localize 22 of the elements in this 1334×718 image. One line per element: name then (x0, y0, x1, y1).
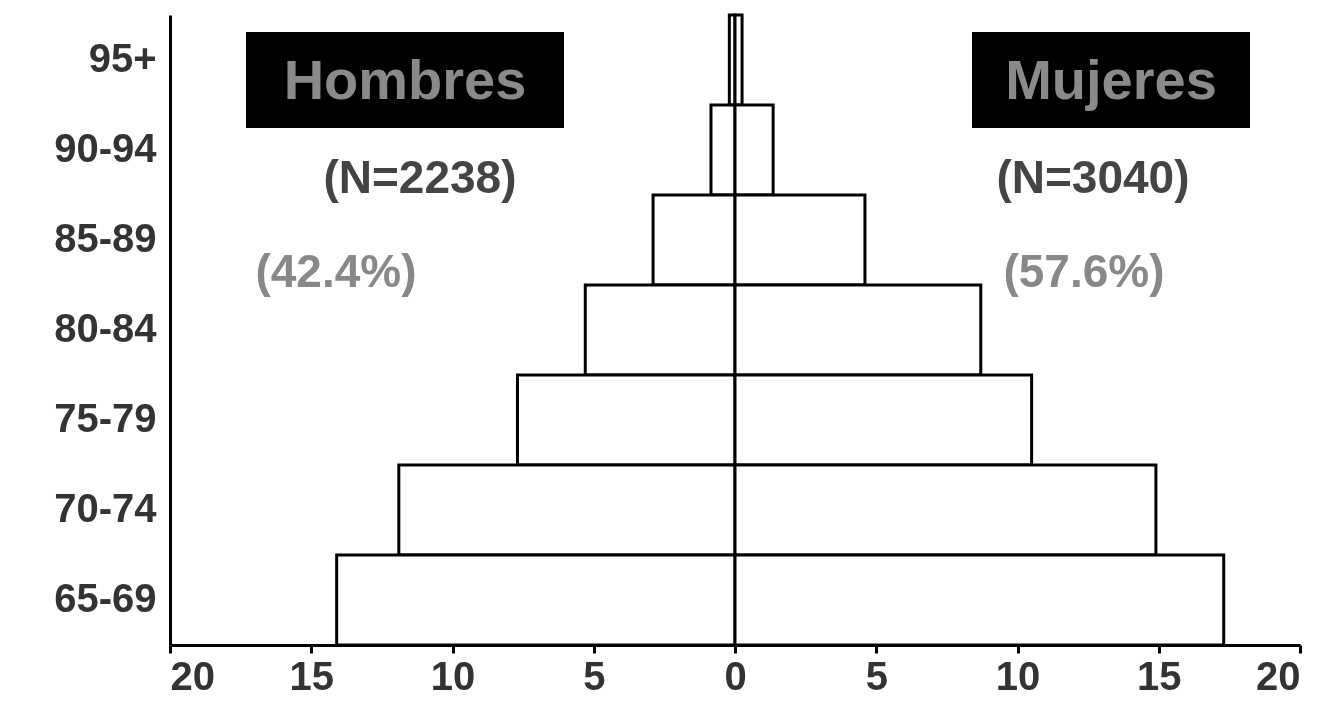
text: Hombres (246, 32, 564, 128)
y-tick-label: 75-79 (54, 396, 157, 440)
x-tick-label: 15 (289, 653, 334, 698)
annotation: (42.4%) (255, 244, 417, 298)
text: Mujeres (972, 32, 1250, 128)
x-tick-label: 5 (865, 653, 888, 698)
annotation: (N=2238) (323, 150, 517, 204)
y-tick-label: 70-74 (54, 486, 158, 530)
y-tick-label: 65-69 (54, 576, 157, 620)
x-tick-label: 20 (170, 653, 215, 698)
x-tick-label: 15 (1137, 653, 1182, 698)
y-tick-label: 85-89 (54, 216, 157, 260)
x-tick-label: 10 (430, 653, 476, 698)
annotation: (57.6%) (1003, 244, 1165, 298)
y-tick-label: 80-84 (54, 306, 158, 350)
annotation: (N=3040) (996, 150, 1190, 204)
x-tick-label: 10 (995, 653, 1041, 698)
x-tick-label: 0 (724, 653, 747, 698)
y-tick-label: 95+ (88, 36, 157, 80)
x-tick-label: 5 (583, 653, 606, 698)
x-tick-label: 20 (1256, 653, 1301, 698)
y-tick-label: 90-94 (54, 126, 158, 170)
